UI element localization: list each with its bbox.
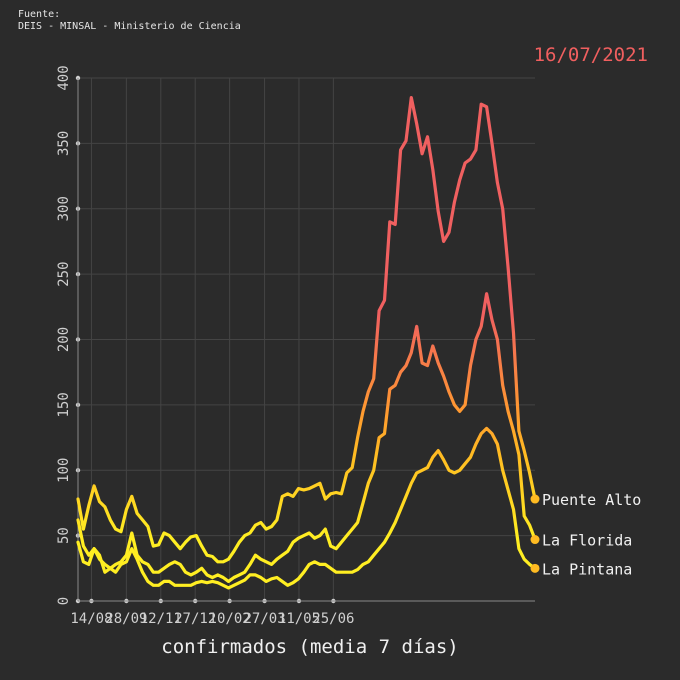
source-note: Fuente: DEIS - MINSAL - Ministerio de Ci… — [18, 9, 241, 33]
series-label: Puente Alto — [542, 491, 641, 509]
series-line-2 — [76, 426, 537, 590]
x-tick-label: 27/12 — [174, 611, 216, 627]
y-tick-label: 100 — [56, 458, 72, 483]
series-lines — [76, 96, 537, 590]
x-tick-label: 25/06 — [312, 611, 354, 627]
y-tick-label: 50 — [56, 527, 72, 544]
x-axis-label: confirmados (media 7 días) — [161, 636, 459, 658]
x-tick-label: 27/03 — [243, 611, 285, 627]
date-label: 16/07/2021 — [533, 44, 648, 66]
source-text: DEIS - MINSAL - Ministerio de Ciencia — [18, 21, 241, 32]
y-tick-label: 400 — [56, 65, 72, 90]
series-label: La Florida — [542, 532, 632, 550]
source-label: Fuente: — [18, 9, 61, 20]
y-tick-label: 250 — [56, 261, 72, 286]
y-tick-label: 150 — [56, 392, 72, 417]
y-tick-label: 0 — [56, 597, 72, 605]
x-tick-label: 11/05 — [278, 611, 320, 627]
y-tick-label: 300 — [56, 196, 72, 221]
series-end-marker — [530, 563, 540, 573]
series-end-marker — [530, 535, 540, 545]
series-line-0 — [76, 96, 537, 564]
x-tick-label: 10/02 — [209, 611, 251, 627]
series-line-1 — [76, 292, 537, 583]
x-tick-label: 14/08 — [70, 611, 112, 627]
axes: 05010015020025030035040014/0828/0912/112… — [56, 65, 535, 627]
series-end-marker — [530, 494, 540, 504]
x-tick-label: 28/09 — [105, 611, 147, 627]
series-labels: Puente Alto La Florida La Pintana — [530, 491, 641, 578]
x-tick-label: 12/11 — [140, 611, 182, 627]
y-tick-label: 350 — [56, 131, 72, 156]
y-tick-label: 200 — [56, 327, 72, 352]
series-label: La Pintana — [542, 560, 632, 578]
